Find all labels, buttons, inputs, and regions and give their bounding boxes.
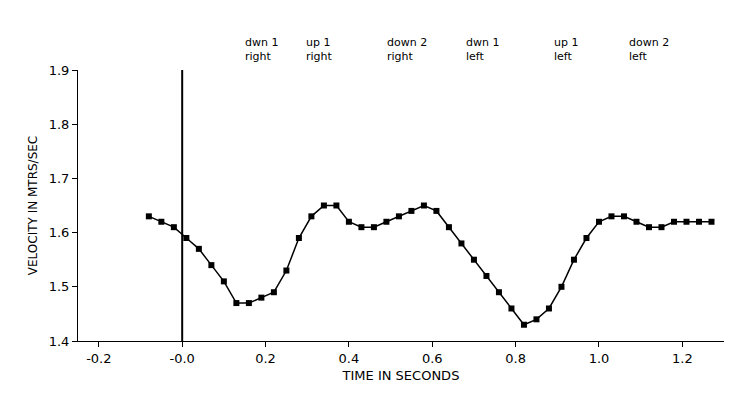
svg-text:0.4: 0.4 — [339, 351, 360, 366]
svg-text:up 1right: up 1right — [306, 36, 333, 63]
svg-text:-0.0: -0.0 — [170, 351, 195, 366]
svg-text:0.2: 0.2 — [255, 351, 276, 366]
svg-text:1.7: 1.7 — [49, 171, 70, 186]
svg-text:TIME IN SECONDS: TIME IN SECONDS — [342, 368, 460, 383]
svg-text:0.6: 0.6 — [422, 351, 443, 366]
svg-text:1.6: 1.6 — [49, 225, 70, 240]
svg-text:down 2right: down 2right — [387, 36, 427, 63]
svg-text:VELOCITY IN MTRS/SEC: VELOCITY IN MTRS/SEC — [26, 136, 40, 275]
svg-text:dwn 1left: dwn 1left — [466, 36, 499, 63]
svg-text:dwn 1right: dwn 1right — [245, 36, 278, 63]
svg-text:1.0: 1.0 — [589, 351, 610, 366]
svg-text:0.8: 0.8 — [505, 351, 526, 366]
svg-text:1.9: 1.9 — [49, 63, 70, 78]
svg-text:down 2left: down 2left — [629, 36, 669, 63]
svg-text:1.4: 1.4 — [49, 334, 70, 349]
svg-text:1.5: 1.5 — [49, 279, 70, 294]
svg-text:1.2: 1.2 — [672, 351, 693, 366]
svg-text:1.8: 1.8 — [49, 117, 70, 132]
svg-text:up 1left: up 1left — [554, 36, 578, 63]
svg-text:-0.2: -0.2 — [86, 351, 111, 366]
